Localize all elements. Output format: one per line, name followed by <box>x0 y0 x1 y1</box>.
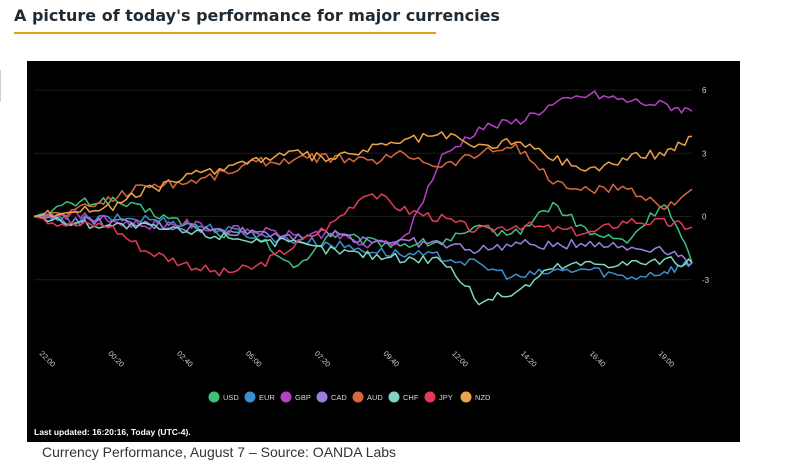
title-underline <box>14 32 436 34</box>
legend-label: CAD <box>331 393 347 402</box>
legend-item-chf[interactable]: CHF <box>388 391 419 403</box>
x-tick-label: 14:20 <box>519 349 539 369</box>
y-tick-label: 0 <box>702 213 707 222</box>
x-tick-label: 12:00 <box>450 349 470 369</box>
x-axis-ticks: 22:00 00:20 02:40 05:00 07:20 09:40 12:00 14:20… <box>38 349 677 369</box>
legend-swatch <box>424 391 436 403</box>
legend-item-gbp[interactable]: GBP <box>280 391 311 403</box>
legend-swatch <box>352 391 364 403</box>
series-line-eur <box>33 213 693 280</box>
y-tick-label: 6 <box>702 86 707 95</box>
series-line-nzd <box>33 131 693 219</box>
currency-performance-chart: 6 3 0 -3 22:00 00:20 02:40 05:00 07:20 09:40 12:0… <box>33 86 710 437</box>
x-tick-label: 22:00 <box>38 349 58 369</box>
legend-label: CHF <box>403 393 419 402</box>
series-line-usd <box>33 196 693 269</box>
last-updated-note: Last updated: 16:20:16, Today (UTC-4). <box>34 427 191 437</box>
series-line-chf <box>33 215 693 306</box>
legend-label: GBP <box>295 393 311 402</box>
x-tick-label: 19:00 <box>657 349 677 369</box>
legend-swatch <box>208 391 220 403</box>
legend-swatch <box>388 391 400 403</box>
chart-panel: 6 3 0 -3 22:00 00:20 02:40 05:00 07:20 09:40 12:0… <box>27 61 740 442</box>
series-line-gbp <box>33 90 693 249</box>
x-tick-label: 09:40 <box>381 349 401 369</box>
x-tick-label: 07:20 <box>313 349 333 369</box>
figure-caption: Currency Performance, August 7 – Source:… <box>42 444 397 460</box>
page-title: A picture of today's performance for maj… <box>14 6 500 25</box>
legend-item-aud[interactable]: AUD <box>352 391 384 403</box>
legend-label: USD <box>223 393 239 402</box>
y-tick-label: 3 <box>702 149 707 158</box>
y-tick-label: -3 <box>702 276 710 285</box>
legend-label: NZD <box>475 393 491 402</box>
series-line-aud <box>33 143 693 218</box>
divider <box>0 70 1 102</box>
legend-item-cad[interactable]: CAD <box>316 391 348 403</box>
series-line-jpy <box>33 193 693 277</box>
x-tick-label: 05:00 <box>244 349 264 369</box>
legend-swatch <box>244 391 256 403</box>
x-tick-label: 02:40 <box>175 349 195 369</box>
series-lines <box>33 90 693 306</box>
legend-label: JPY <box>439 393 453 402</box>
series-line-cad <box>33 214 693 266</box>
legend: USD EUR GBP CAD AUD CHF JPY NZD <box>208 391 491 403</box>
legend-item-eur[interactable]: EUR <box>244 391 276 403</box>
y-axis-ticks: 6 3 0 -3 <box>702 86 710 285</box>
legend-item-usd[interactable]: USD <box>208 391 240 403</box>
x-tick-label: 16:40 <box>588 349 608 369</box>
legend-label: AUD <box>367 393 383 402</box>
legend-swatch <box>460 391 472 403</box>
legend-item-jpy[interactable]: JPY <box>424 391 453 403</box>
legend-item-nzd[interactable]: NZD <box>460 391 491 403</box>
legend-swatch <box>280 391 292 403</box>
legend-label: EUR <box>259 393 275 402</box>
legend-swatch <box>316 391 328 403</box>
x-tick-label: 00:20 <box>106 349 126 369</box>
